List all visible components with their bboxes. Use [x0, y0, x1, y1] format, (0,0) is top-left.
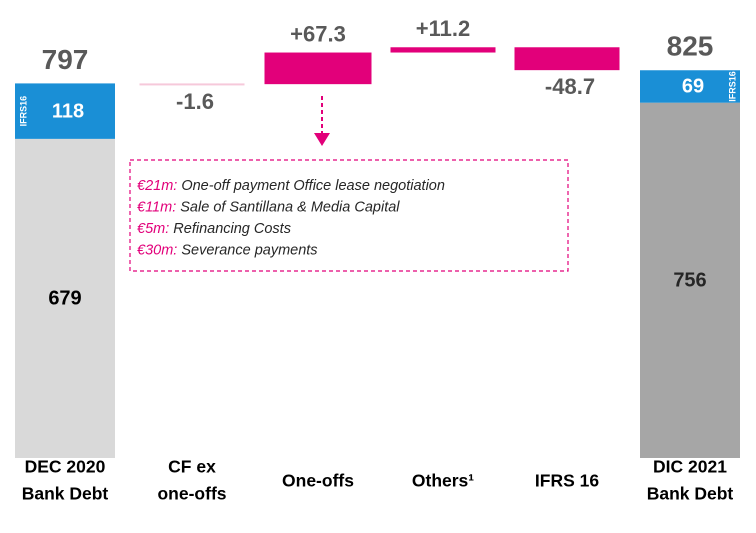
annotation-amount: €30m: — [137, 242, 177, 258]
annotation-text: Refinancing Costs — [173, 221, 291, 237]
x-tick-label: one-offs — [157, 484, 226, 504]
x-tick-label: Bank Debt — [647, 484, 734, 504]
bar-segment — [640, 102, 740, 459]
bar-segment — [15, 138, 115, 458]
step-bar — [390, 47, 496, 53]
arrow-head — [314, 133, 330, 146]
total-label: 825 — [667, 31, 714, 62]
annotation-text: Sale of Santillana & Media Capital — [180, 199, 400, 215]
x-tick-label: One-offs — [282, 471, 354, 491]
annotation-text: One-off payment Office lease negotiation — [181, 178, 445, 194]
step-label: -48.7 — [545, 74, 595, 99]
step-bar — [264, 52, 372, 85]
annotation-amount: €11m: — [137, 199, 176, 215]
x-tick-label: DIC 2021 — [653, 457, 727, 477]
step-bar — [514, 47, 620, 71]
annotation-box — [129, 159, 569, 272]
bar-segment — [15, 83, 115, 139]
x-tick-label: Others¹ — [412, 471, 474, 491]
step-bar — [139, 83, 245, 86]
bar-segment — [640, 70, 740, 103]
annotation-line: €5m: Refinancing Costs — [137, 221, 291, 237]
x-tick-label: CF ex — [168, 457, 216, 477]
x-tick-label: Bank Debt — [22, 484, 109, 504]
annotation-amount: €21m: — [137, 178, 177, 194]
ifrs16-tag: IFRS16 — [18, 96, 28, 127]
annotation-line: €30m: Severance payments — [137, 242, 318, 258]
x-tick-label: DEC 2020 — [25, 457, 106, 477]
step-label: +67.3 — [290, 21, 346, 46]
step-label: -1.6 — [176, 89, 214, 114]
segment-label: 118 — [52, 100, 84, 122]
annotation-amount: €5m: — [137, 221, 169, 237]
x-tick-label: IFRS 16 — [535, 471, 599, 491]
segment-label: 756 — [673, 270, 706, 292]
segment-label: 69 — [682, 76, 704, 98]
annotation-text: Severance payments — [181, 242, 317, 258]
annotation-line: €11m: Sale of Santillana & Media Capital — [137, 199, 400, 215]
annotation-line: €21m: One-off payment Office lease negot… — [137, 178, 445, 194]
segment-label: 679 — [48, 288, 81, 310]
total-label: 797 — [42, 44, 89, 75]
step-label: +11.2 — [416, 16, 470, 41]
ifrs16-tag: IFRS16 — [727, 71, 737, 102]
